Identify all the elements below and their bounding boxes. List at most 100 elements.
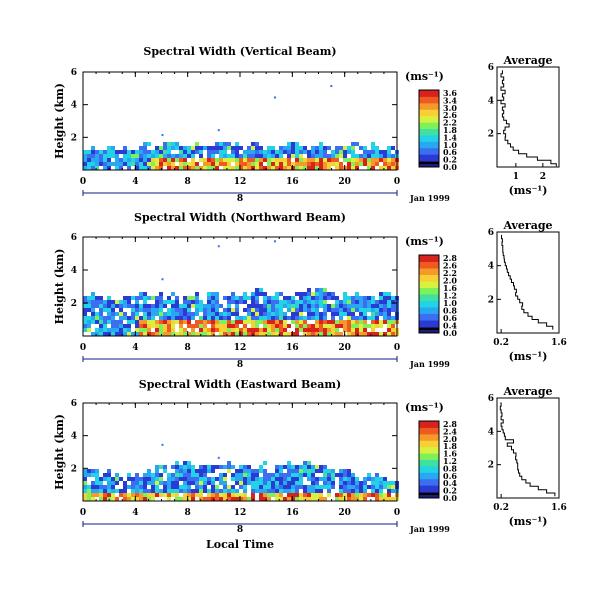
heatmap-cell: [295, 316, 299, 320]
heatmap-cell: [343, 328, 347, 332]
heatmap-cell: [251, 292, 255, 296]
heatmap-cell: [199, 485, 203, 489]
heatmap-cell: [103, 320, 107, 324]
heatmap-cell: [327, 162, 331, 166]
heatmap-cell: [191, 166, 195, 170]
heatmap-cell: [247, 465, 251, 469]
heatmap-cell: [143, 473, 147, 477]
heatmap-cell: [311, 150, 315, 154]
colorbar-swatch: [419, 147, 439, 155]
heatmap-cell: [163, 485, 167, 489]
heatmap-cell: [191, 489, 195, 493]
colorbar-swatch: [419, 328, 439, 330]
heatmap-cell: [227, 469, 231, 473]
heatmap-cell: [355, 142, 359, 146]
heatmap-cell: [323, 154, 327, 158]
heatmap-cell: [171, 477, 175, 481]
heatmap-cell: [131, 493, 135, 497]
heatmap-cell: [151, 296, 155, 300]
heatmap-cell: [191, 477, 195, 481]
heatmap-cell: [195, 324, 199, 328]
heatmap-cell: [231, 324, 235, 328]
heatmap-cell: [151, 497, 155, 501]
heatmap-cell: [319, 493, 323, 497]
heatmap-cell: [239, 465, 243, 469]
heatmap-cell: [107, 154, 111, 158]
heatmap-cell: [263, 150, 267, 154]
heatmap-cell: [91, 473, 95, 477]
heatmap-cell: [319, 142, 323, 146]
heatmap-cell: [263, 481, 267, 485]
heatmap-cell: [323, 324, 327, 328]
heatmap-cell: [179, 162, 183, 166]
heatmap-cell: [355, 320, 359, 324]
heatmap-cell: [271, 308, 275, 312]
heatmap-cell: [279, 332, 283, 336]
heatmap-cell: [139, 477, 143, 481]
heatmap-cell: [147, 154, 151, 158]
heatmap-cell: [371, 304, 375, 308]
heatmap-cell: [155, 150, 159, 154]
heatmap-cell: [383, 166, 387, 170]
heatmap-cell: [135, 489, 139, 493]
heatmap-cell: [347, 150, 351, 154]
heatmap-cell: [183, 154, 187, 158]
heatmap-cell: [111, 304, 115, 308]
heatmap-cell: [367, 296, 371, 300]
heatmap-cell: [131, 477, 135, 481]
heatmap-cell: [299, 477, 303, 481]
heatmap-cell: [207, 150, 211, 154]
heatmap-cell: [295, 489, 299, 493]
heatmap-cell: [323, 485, 327, 489]
heatmap-cell: [191, 300, 195, 304]
heatmap-cell: [187, 304, 191, 308]
colorbar-swatch: [419, 162, 439, 164]
heatmap-cell: [251, 296, 255, 300]
heatmap-cell: [95, 469, 99, 473]
heatmap-cell: [267, 328, 271, 332]
heatmap-cell: [275, 465, 279, 469]
heatmap-cell: [323, 312, 327, 316]
average-frame: [496, 66, 560, 168]
heatmap-cell: [91, 320, 95, 324]
heatmap-cell: [303, 308, 307, 312]
heatmap-cell: [127, 493, 131, 497]
heatmap-cell: [123, 304, 127, 308]
y-tick-label: 2: [71, 299, 77, 309]
heatmap-cell: [383, 316, 387, 320]
heatmap-cell: [343, 292, 347, 296]
heatmap-cell: [259, 166, 263, 170]
heatmap-cell: [139, 489, 143, 493]
heatmap-cell: [291, 308, 295, 312]
heatmap-cell: [255, 312, 259, 316]
heatmap-cell: [339, 481, 343, 485]
heatmap-cell: [115, 154, 119, 158]
heatmap-cell: [191, 497, 195, 501]
heatmap-cell: [91, 489, 95, 493]
heatmap-cell: [359, 154, 363, 158]
heatmap-cell: [135, 481, 139, 485]
heatmap-cell: [295, 328, 299, 332]
heatmap-cell: [235, 481, 239, 485]
heatmap-cell: [375, 304, 379, 308]
heatmap-cell: [351, 150, 355, 154]
heatmap-cell: [107, 150, 111, 154]
heatmap-cell: [323, 296, 327, 300]
heatmap-cell: [207, 497, 211, 501]
heatmap-cell: [119, 166, 123, 170]
heatmap-cell: [235, 304, 239, 308]
colorbar-tick-label: 2.0: [443, 276, 457, 286]
heatmap-cell: [291, 469, 295, 473]
heatmap-cell: [311, 146, 315, 150]
colorbar-swatch: [419, 313, 439, 321]
heatmap-cell: [191, 158, 195, 162]
heatmap-cell: [295, 158, 299, 162]
heatmap-cell: [235, 324, 239, 328]
heatmap-cell: [275, 162, 279, 166]
heatmap-cell: [255, 146, 259, 150]
heatmap-cell: [355, 296, 359, 300]
heatmap-cell: [143, 485, 147, 489]
heatmap-cell: [271, 304, 275, 308]
heatmap-cell: [135, 304, 139, 308]
heatmap-cell: [187, 300, 191, 304]
